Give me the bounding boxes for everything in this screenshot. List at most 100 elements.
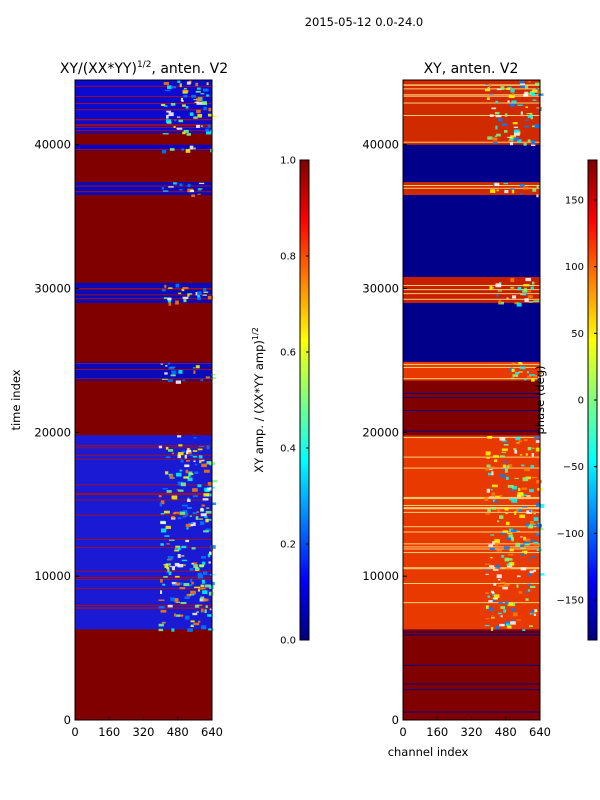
- heatmap-speckle: [162, 190, 169, 192]
- heatmap-speckle: [178, 369, 183, 374]
- heatmap-speckle: [526, 495, 531, 497]
- heatmap-speckle: [525, 453, 528, 456]
- heatmap-speckle: [513, 129, 520, 133]
- heatmap-speckle: [165, 563, 171, 566]
- heatmap-speckle: [505, 512, 509, 514]
- heatmap-speckle: [493, 582, 497, 586]
- heatmap-speckle: [494, 567, 499, 570]
- heatmap-speckle: [199, 460, 202, 464]
- heatmap-line: [75, 85, 212, 87]
- heatmap-speckle: [173, 613, 176, 617]
- heatmap-speckle: [533, 374, 538, 378]
- heatmap-speckle: [176, 614, 180, 617]
- heatmap-speckle: [508, 94, 515, 99]
- heatmap-speckle: [191, 581, 194, 585]
- heatmap-speckle: [518, 440, 522, 442]
- heatmap-speckle: [179, 83, 182, 88]
- heatmap-speckle: [161, 378, 168, 380]
- heatmap-line: [403, 437, 540, 439]
- heatmap-speckle: [522, 494, 528, 497]
- heatmap-speckle: [197, 295, 200, 298]
- heatmap-speckle: [532, 125, 535, 128]
- heatmap-speckle: [172, 495, 178, 500]
- heatmap-speckle: [165, 525, 171, 529]
- heatmap-speckle: [168, 186, 174, 188]
- heatmap-line: [75, 102, 212, 104]
- heatmap-speckle: [197, 604, 203, 606]
- heatmap-speckle: [529, 520, 534, 525]
- heatmap-speckle: [507, 464, 513, 468]
- heatmap-speckle: [184, 615, 190, 620]
- heatmap-line: [75, 514, 212, 516]
- heatmap-speckle: [193, 99, 197, 101]
- heatmap-speckle: [520, 536, 523, 538]
- heatmap-speckle: [160, 609, 167, 613]
- heatmap-speckle: [518, 371, 523, 373]
- heatmap-speckle: [521, 506, 528, 508]
- heatmap-speckle: [538, 93, 544, 96]
- heatmap-speckle: [163, 105, 168, 107]
- heatmap-line: [403, 498, 540, 500]
- heatmap-speckle: [487, 136, 493, 140]
- heatmap-speckle: [196, 511, 199, 513]
- heatmap-speckle: [518, 487, 521, 492]
- heatmap-line: [75, 578, 212, 580]
- heatmap-speckle: [502, 586, 508, 590]
- heatmap-speckle: [197, 296, 201, 301]
- heatmap-speckle: [536, 194, 539, 198]
- heatmap-speckle: [187, 447, 190, 451]
- heatmap-speckle: [527, 284, 531, 287]
- heatmap-speckle: [491, 107, 497, 110]
- heatmap-speckle: [208, 107, 212, 112]
- heatmap-speckle: [490, 534, 495, 536]
- figure-suptitle: 2015-05-12 0.0-24.0: [305, 15, 424, 29]
- heatmap-speckle: [187, 628, 193, 633]
- heatmap-line: [403, 631, 540, 633]
- heatmap-speckle: [168, 302, 172, 306]
- heatmap-speckle: [199, 521, 205, 526]
- heatmap-speckle: [493, 594, 500, 598]
- heatmap-speckle: [529, 113, 533, 115]
- heatmap-speckle: [171, 370, 177, 374]
- heatmap-speckle: [523, 536, 527, 541]
- heatmap-speckle: [203, 571, 208, 575]
- heatmap-speckle: [518, 493, 524, 497]
- heatmap-speckle: [211, 193, 215, 196]
- heatmap-speckle: [183, 299, 187, 303]
- heatmap-speckle: [171, 581, 177, 585]
- heatmap-line: [403, 88, 540, 90]
- heatmap-speckle: [177, 489, 184, 492]
- heatmap-speckle: [495, 100, 499, 104]
- heatmap-speckle: [200, 513, 207, 517]
- heatmap-speckle: [508, 140, 514, 142]
- heatmap-speckle: [506, 625, 512, 629]
- panel-amplitude-axes: 0 160 320 480 640 0 10000 20000 30000 40000: [34, 79, 223, 739]
- heatmap-speckle: [485, 451, 491, 456]
- heatmap-speckle: [192, 612, 198, 616]
- heatmap-speckle: [199, 598, 206, 602]
- heatmap-speckle: [510, 536, 514, 540]
- heatmap-speckle: [498, 612, 502, 615]
- heatmap-line: [403, 552, 540, 554]
- heatmap-speckle: [506, 476, 509, 480]
- heatmap-speckle: [494, 459, 498, 463]
- y-tick-label: 30000: [34, 282, 71, 296]
- heatmap-speckle: [511, 498, 518, 503]
- heatmap-speckle: [485, 573, 489, 575]
- heatmap-speckle: [201, 101, 207, 105]
- heatmap-speckle: [197, 193, 201, 195]
- heatmap-speckle: [190, 590, 196, 595]
- heatmap-speckle: [184, 596, 190, 599]
- y-tick-label: 10000: [362, 569, 399, 583]
- heatmap-speckle: [505, 521, 510, 526]
- heatmap-speckle: [530, 539, 534, 541]
- heatmap-speckle: [186, 81, 191, 85]
- heatmap-speckle: [161, 289, 166, 292]
- heatmap-speckle: [498, 187, 501, 189]
- heatmap-speckle: [490, 489, 494, 491]
- heatmap-line: [75, 492, 212, 494]
- heatmap-speckle: [177, 547, 181, 551]
- heatmap-speckle: [178, 444, 183, 447]
- heatmap-speckle: [527, 589, 531, 592]
- y-tick-label: 20000: [362, 425, 399, 439]
